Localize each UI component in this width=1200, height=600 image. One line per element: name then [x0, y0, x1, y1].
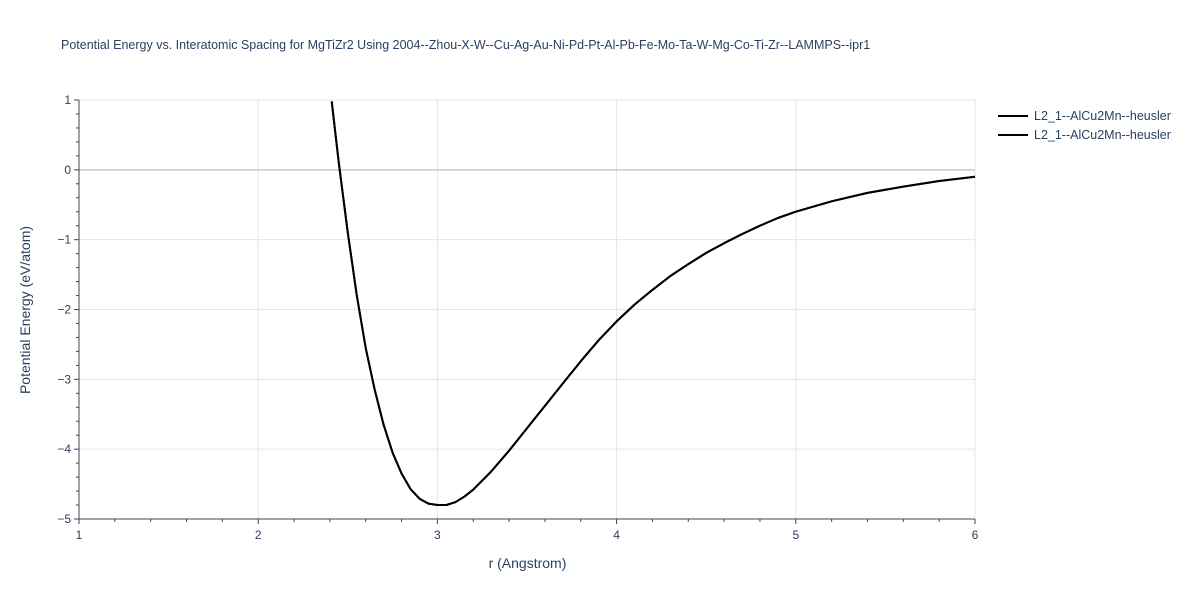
chart-title: Potential Energy vs. Interatomic Spacing…	[61, 38, 871, 52]
x-tick-label: 6	[972, 528, 979, 542]
x-tick-label: 3	[434, 528, 441, 542]
y-tick-label: −4	[57, 442, 71, 456]
y-tick-label: −2	[57, 303, 71, 317]
legend-swatch	[998, 114, 1028, 117]
y-tick-label: 0	[64, 163, 71, 177]
axes: 1 2 3 4 5 6 1 0 −1 −2 −3 −4 −5	[57, 93, 978, 542]
series-layer	[330, 101, 976, 506]
y-tick-label: −3	[57, 372, 71, 386]
legend: L2_1--AlCu2Mn--heusler L2_1--AlCu2Mn--he…	[998, 106, 1171, 144]
x-tick-label: 4	[613, 528, 620, 542]
y-tick-label: −5	[57, 512, 71, 526]
grid	[79, 99, 976, 519]
legend-label: L2_1--AlCu2Mn--heusler	[1034, 108, 1171, 123]
x-tick-label: 2	[255, 528, 262, 542]
legend-swatch	[998, 133, 1028, 136]
x-tick-label: 5	[792, 528, 799, 542]
x-tick-label: 1	[76, 528, 83, 542]
legend-item[interactable]: L2_1--AlCu2Mn--heusler	[998, 125, 1171, 144]
legend-item[interactable]: L2_1--AlCu2Mn--heusler	[998, 106, 1171, 125]
series-line	[330, 101, 976, 506]
x-axis-title: r (Angstrom)	[489, 555, 567, 571]
legend-label: L2_1--AlCu2Mn--heusler	[1034, 127, 1171, 142]
y-axis-title: Potential Energy (eV/atom)	[17, 226, 33, 394]
y-tick-label: −1	[57, 233, 71, 247]
y-tick-label: 1	[64, 93, 71, 107]
series-line	[330, 101, 976, 506]
